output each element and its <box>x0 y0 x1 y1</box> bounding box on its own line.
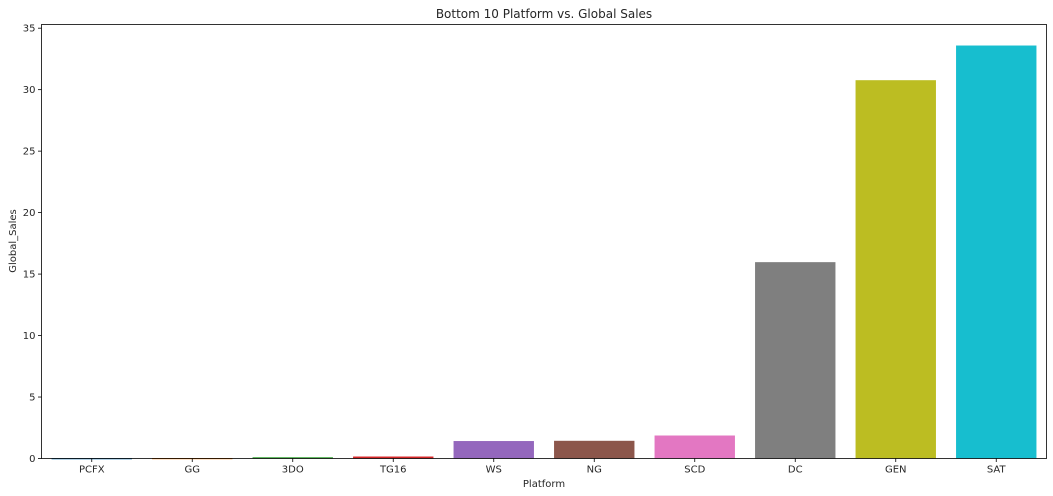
x-tick-label: SAT <box>987 465 1007 476</box>
x-tick-label: GG <box>185 465 201 476</box>
bar-gen <box>855 80 936 459</box>
bar-ng <box>554 440 635 459</box>
x-tick-label: WS <box>486 465 502 476</box>
plot-frame <box>41 24 1047 459</box>
bar-scd <box>654 435 735 459</box>
x-axis-ticks: PCFX GG 3DO TG16 WS NG SCD DC GEN SAT <box>79 458 1007 476</box>
chart-title: Bottom 10 Platform vs. Global Sales <box>436 7 652 21</box>
x-tick-label: NG <box>587 465 602 476</box>
bar-ws <box>453 441 534 459</box>
bar-3do <box>252 457 333 459</box>
x-tick-label: DC <box>788 465 803 476</box>
bar-tg16 <box>353 456 434 459</box>
y-axis-label: Global_Sales <box>8 209 19 273</box>
y-tick-label: 20 <box>23 208 36 219</box>
x-tick-label: PCFX <box>79 465 105 476</box>
x-axis-label: Platform <box>523 479 565 490</box>
x-tick-label: 3DO <box>282 465 304 476</box>
y-tick-label: 35 <box>23 24 36 35</box>
bar-sat <box>956 45 1037 459</box>
y-tick-label: 30 <box>23 85 36 96</box>
y-tick-label: 25 <box>23 147 36 158</box>
y-tick-label: 5 <box>29 393 35 404</box>
y-axis-ticks: 0 5 10 15 20 25 30 35 <box>23 24 42 465</box>
bar-dc <box>755 262 836 459</box>
y-tick-label: 15 <box>23 270 36 281</box>
y-tick-label: 10 <box>23 331 36 342</box>
x-tick-label: TG16 <box>379 465 407 476</box>
bars-group <box>51 45 1037 460</box>
y-tick-label: 0 <box>29 454 35 465</box>
x-tick-label: SCD <box>684 465 705 476</box>
x-tick-label: GEN <box>885 465 907 476</box>
